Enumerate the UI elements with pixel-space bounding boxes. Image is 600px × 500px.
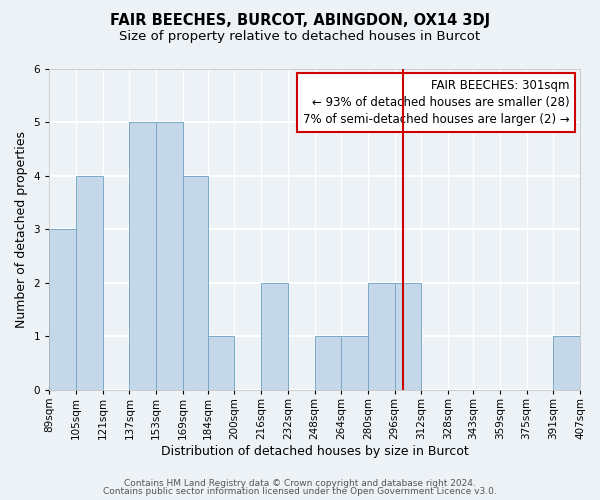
Bar <box>183 176 208 390</box>
Bar <box>553 336 580 390</box>
Bar <box>49 230 76 390</box>
Bar <box>368 283 395 390</box>
Text: Contains HM Land Registry data © Crown copyright and database right 2024.: Contains HM Land Registry data © Crown c… <box>124 478 476 488</box>
Text: Size of property relative to detached houses in Burcot: Size of property relative to detached ho… <box>119 30 481 43</box>
Bar <box>261 283 288 390</box>
Bar <box>395 283 421 390</box>
Bar <box>76 176 103 390</box>
Y-axis label: Number of detached properties: Number of detached properties <box>15 131 28 328</box>
Text: FAIR BEECHES, BURCOT, ABINGDON, OX14 3DJ: FAIR BEECHES, BURCOT, ABINGDON, OX14 3DJ <box>110 12 490 28</box>
Text: FAIR BEECHES: 301sqm
← 93% of detached houses are smaller (28)
7% of semi-detach: FAIR BEECHES: 301sqm ← 93% of detached h… <box>302 78 569 126</box>
Bar <box>341 336 368 390</box>
Bar <box>156 122 183 390</box>
Bar <box>208 336 235 390</box>
X-axis label: Distribution of detached houses by size in Burcot: Distribution of detached houses by size … <box>161 444 469 458</box>
Bar <box>314 336 341 390</box>
Text: Contains public sector information licensed under the Open Government Licence v3: Contains public sector information licen… <box>103 487 497 496</box>
Bar <box>130 122 156 390</box>
